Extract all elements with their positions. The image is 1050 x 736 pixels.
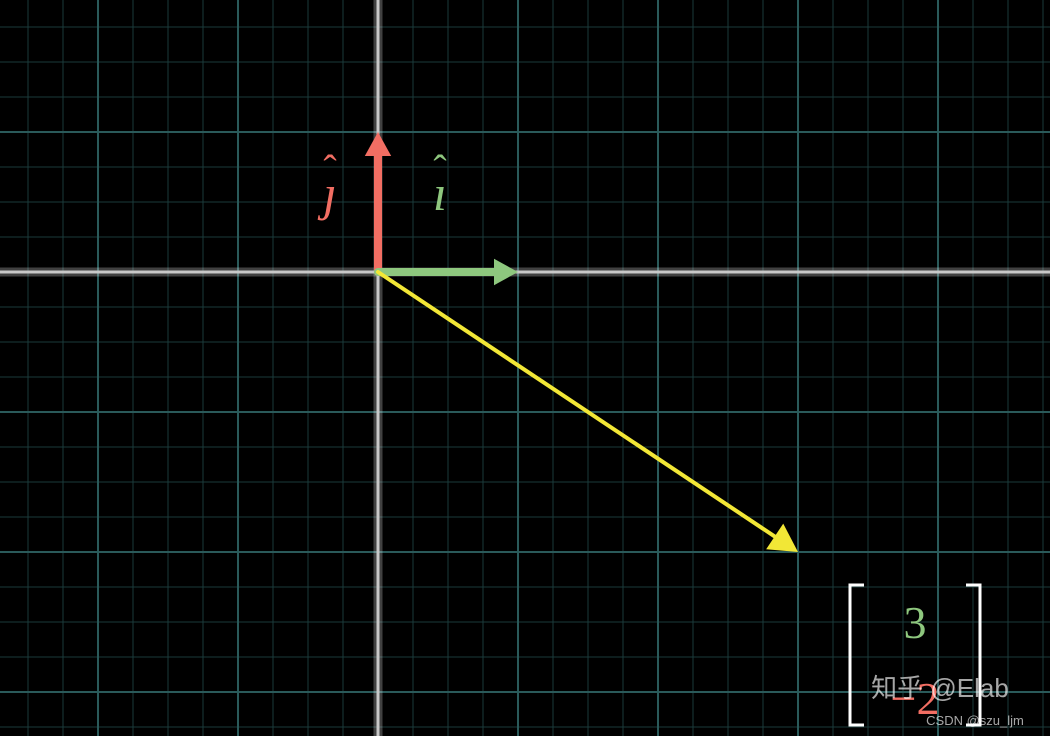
vector-diagram: ȷˆıˆ3−2知乎 @ElabCSDN @szu_ljm (0, 0, 1050, 736)
watermark-csdn: CSDN @szu_ljm (926, 713, 1024, 728)
i-hat-vector-hat: ˆ (433, 147, 447, 192)
watermark-zhihu: 知乎 @Elab (871, 673, 1009, 703)
vector-entry-top: 3 (904, 597, 927, 648)
j-hat-vector-hat: ˆ (323, 147, 337, 192)
